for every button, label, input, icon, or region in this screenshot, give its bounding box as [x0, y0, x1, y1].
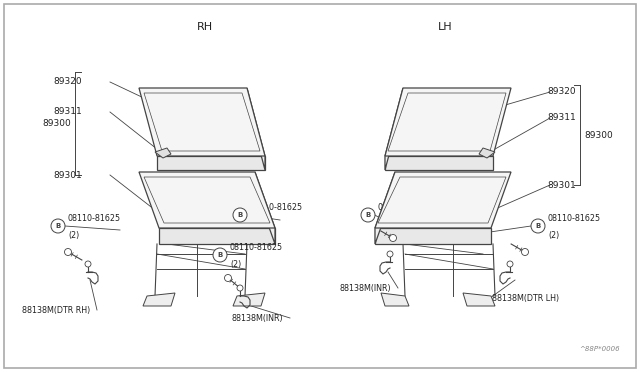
Text: 89300: 89300: [584, 131, 612, 140]
Circle shape: [213, 248, 227, 262]
Text: ^88P*0006: ^88P*0006: [579, 346, 620, 352]
Text: (2): (2): [68, 231, 79, 240]
Polygon shape: [375, 172, 395, 244]
Text: 89300: 89300: [42, 119, 71, 128]
Text: (2): (2): [230, 260, 241, 269]
Polygon shape: [375, 172, 511, 228]
Text: 08110-81625: 08110-81625: [378, 203, 431, 212]
Polygon shape: [155, 148, 171, 158]
Text: 89301: 89301: [547, 180, 576, 189]
Text: 89301: 89301: [53, 170, 82, 180]
Text: (2): (2): [250, 220, 261, 229]
Polygon shape: [385, 156, 493, 170]
Circle shape: [225, 275, 232, 282]
Text: 08110-81625: 08110-81625: [68, 214, 121, 223]
Circle shape: [387, 251, 393, 257]
Text: B: B: [237, 212, 243, 218]
Polygon shape: [233, 293, 265, 306]
Text: (2): (2): [378, 220, 389, 229]
Text: 89311: 89311: [53, 108, 82, 116]
Circle shape: [65, 248, 72, 256]
Polygon shape: [479, 148, 495, 158]
Circle shape: [522, 248, 529, 256]
Polygon shape: [375, 228, 491, 244]
Polygon shape: [157, 156, 265, 170]
Text: 88138M(INR): 88138M(INR): [340, 283, 392, 292]
Text: 88138M(DTR RH): 88138M(DTR RH): [22, 305, 90, 314]
Text: 08110-81625: 08110-81625: [230, 243, 283, 252]
Polygon shape: [385, 88, 403, 170]
Polygon shape: [381, 293, 409, 306]
Text: 89311: 89311: [547, 113, 576, 122]
Text: 89320: 89320: [53, 77, 82, 87]
Text: B: B: [218, 252, 223, 258]
Polygon shape: [139, 88, 265, 156]
Text: RH: RH: [197, 22, 213, 32]
Circle shape: [531, 219, 545, 233]
Text: 08110-81625: 08110-81625: [250, 203, 303, 212]
Text: 88138M(DTR LH): 88138M(DTR LH): [492, 294, 559, 302]
Polygon shape: [247, 88, 265, 170]
Polygon shape: [463, 293, 495, 306]
Circle shape: [361, 208, 375, 222]
Text: B: B: [536, 223, 541, 229]
Circle shape: [390, 234, 397, 241]
Polygon shape: [143, 293, 175, 306]
Circle shape: [237, 285, 243, 291]
Circle shape: [51, 219, 65, 233]
Polygon shape: [385, 88, 511, 156]
Text: 08110-81625: 08110-81625: [548, 214, 601, 223]
Text: 88138M(INR): 88138M(INR): [232, 314, 284, 323]
Polygon shape: [139, 172, 275, 228]
Circle shape: [507, 261, 513, 267]
Circle shape: [233, 208, 247, 222]
Text: B: B: [365, 212, 371, 218]
Polygon shape: [255, 172, 275, 244]
Text: (2): (2): [548, 231, 559, 240]
Text: B: B: [56, 223, 61, 229]
Text: 89320: 89320: [547, 87, 576, 96]
Polygon shape: [159, 228, 275, 244]
Text: LH: LH: [438, 22, 452, 32]
Circle shape: [85, 261, 91, 267]
